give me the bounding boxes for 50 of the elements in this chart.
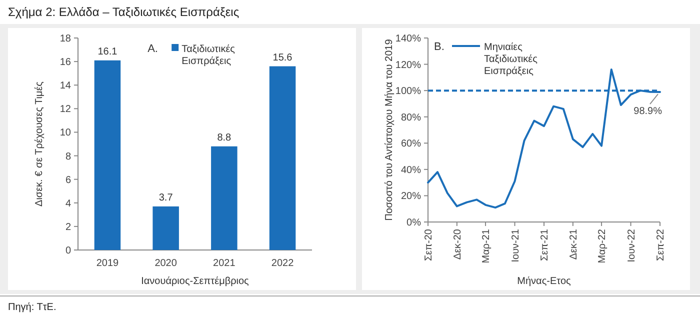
y-tick-label: 16 bbox=[60, 57, 72, 68]
x-tick-label: Σεπ-22 bbox=[656, 228, 666, 261]
y-tick-label: 60% bbox=[400, 138, 422, 150]
data-label: 16.1 bbox=[98, 46, 118, 58]
chart-title: Σχήμα 2: Ελλάδα – Ταξιδιωτικές Εισπράξεις bbox=[8, 5, 240, 19]
x-tick-label: Δεκ-21 bbox=[568, 228, 580, 260]
data-label: 15.6 bbox=[272, 52, 293, 64]
x-tick-label: 2020 bbox=[154, 258, 178, 269]
y-tick-label: 4 bbox=[65, 198, 72, 210]
y-tick-label: 18 bbox=[60, 34, 72, 44]
y-axis-title: Ποσοστό του Αντίστοιχου Μήνα του 2019 bbox=[384, 38, 395, 221]
x-axis-title: Ιανουάριος-Σεπτέμβριος bbox=[141, 276, 250, 287]
x-tick-label: 2019 bbox=[96, 258, 120, 269]
y-tick-label: 14 bbox=[60, 80, 72, 92]
x-tick-label: Σεπ-20 bbox=[424, 228, 434, 261]
bar bbox=[94, 60, 121, 250]
y-tick-label: 120% bbox=[395, 60, 422, 71]
data-label: 8.8 bbox=[217, 132, 232, 144]
y-tick-label: 0 bbox=[65, 246, 72, 256]
text: Πηγή: ΤτΕ. bbox=[8, 302, 56, 313]
bar bbox=[269, 66, 296, 250]
y-tick-label: 0% bbox=[406, 218, 422, 228]
y-tick-label: 140% bbox=[395, 34, 422, 44]
x-tick-label: Σεπ-21 bbox=[540, 228, 550, 261]
y-axis-title: Δισεκ. € σε Τρέχουσες Τιμές bbox=[34, 81, 45, 206]
x-tick-label: Δεκ-20 bbox=[452, 228, 464, 260]
y-tick-label: 40% bbox=[400, 164, 422, 176]
bar bbox=[152, 206, 179, 250]
y-tick-label: 2 bbox=[65, 222, 72, 233]
y-tick-label: 6 bbox=[65, 174, 72, 186]
y-tick-label: 10 bbox=[60, 128, 72, 139]
x-tick-label: Ιουν-22 bbox=[626, 228, 638, 262]
legend-label: Ταξιδιωτικές Εισπράξεις bbox=[182, 44, 236, 67]
x-tick-label: Μαρ-22 bbox=[597, 228, 608, 264]
y-tick-label: 80% bbox=[400, 112, 422, 124]
data-label: 3.7 bbox=[158, 192, 174, 204]
y-tick-label: 8 bbox=[65, 151, 72, 162]
x-tick-label: Ιουν-21 bbox=[510, 228, 522, 262]
y-tick-label: 20% bbox=[400, 191, 422, 202]
annotation: 98.9% bbox=[634, 106, 662, 118]
y-tick-label: 100% bbox=[395, 86, 422, 98]
x-axis-title: Μήνας-Ετος bbox=[517, 276, 572, 287]
annotation: B. bbox=[434, 41, 444, 53]
x-tick-label: 2022 bbox=[271, 258, 294, 269]
annotation: A. bbox=[148, 43, 158, 55]
x-tick-label: 2021 bbox=[213, 258, 236, 269]
y-tick-label: 12 bbox=[60, 104, 72, 116]
x-tick-label: Μαρ-21 bbox=[481, 228, 492, 264]
legend-label: Μηνιαίες Ταξιδιωτικές Εισπράξεις bbox=[484, 42, 538, 77]
bar bbox=[211, 146, 238, 250]
